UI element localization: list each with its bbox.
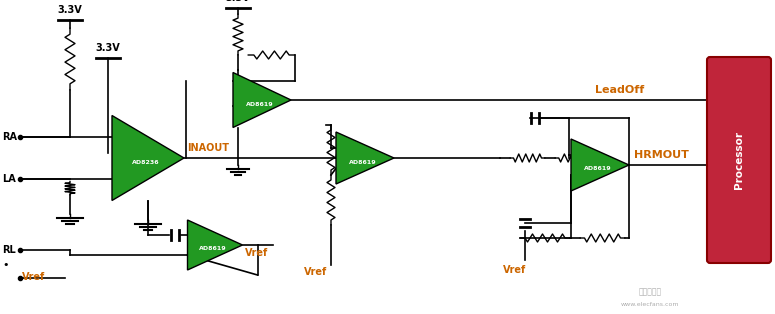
Text: AD8619: AD8619	[246, 101, 274, 106]
Text: Vref: Vref	[244, 248, 267, 258]
Text: 3.3V: 3.3V	[57, 5, 82, 15]
Text: AD8619: AD8619	[350, 160, 377, 165]
Text: INAOUT: INAOUT	[187, 143, 229, 153]
Text: AD8619: AD8619	[584, 166, 611, 171]
Polygon shape	[571, 139, 629, 191]
Text: AD8236: AD8236	[133, 160, 160, 165]
Text: Vref: Vref	[504, 265, 527, 275]
Text: •: •	[2, 260, 9, 270]
Text: 电子发烧友: 电子发烧友	[639, 288, 662, 296]
Text: www.elecfans.com: www.elecfans.com	[621, 301, 679, 306]
Polygon shape	[233, 73, 291, 127]
Text: 3.3V: 3.3V	[95, 43, 120, 53]
Text: 3.3V: 3.3V	[226, 0, 250, 3]
Polygon shape	[336, 132, 394, 184]
Text: HRMOUT: HRMOUT	[634, 150, 689, 160]
Text: Processor: Processor	[734, 131, 744, 189]
Text: Vref: Vref	[305, 267, 328, 277]
Polygon shape	[188, 220, 243, 270]
Text: RA: RA	[2, 132, 17, 142]
FancyBboxPatch shape	[707, 57, 771, 263]
Text: Vref: Vref	[22, 272, 45, 282]
Text: LeadOff: LeadOff	[595, 85, 644, 95]
Text: LA: LA	[2, 174, 16, 184]
Text: AD8619: AD8619	[199, 246, 227, 252]
Polygon shape	[112, 116, 184, 201]
Text: RL: RL	[2, 245, 16, 255]
